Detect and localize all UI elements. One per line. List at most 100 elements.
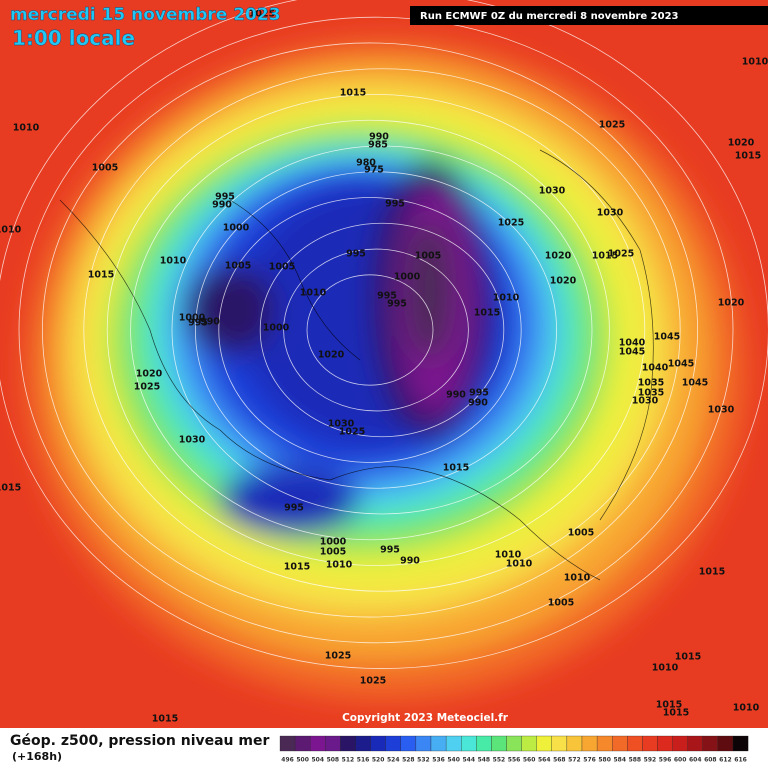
isobar-label: 1015	[443, 463, 469, 474]
isobars	[0, 0, 768, 669]
isobar-label: 995	[284, 503, 304, 514]
scale-swatch	[506, 735, 522, 752]
run-info: Run ECMWF 0Z du mercredi 8 novembre 2023	[420, 11, 679, 22]
isobar-label: 1020	[545, 251, 572, 262]
isobar-line	[218, 197, 522, 463]
isobar-label: 1015	[592, 251, 618, 262]
isobar-label: 1015	[88, 270, 114, 281]
scale-label: 524	[387, 757, 400, 764]
isobar-label: 1000	[179, 313, 206, 324]
scale-swatch	[325, 735, 341, 752]
isobar-label: 980	[356, 158, 376, 169]
scale-label: 540	[447, 757, 460, 764]
isobar-label: 1035	[638, 378, 664, 389]
height-band	[220, 465, 360, 535]
scale-label: 532	[417, 757, 430, 764]
isobar-label: 1010	[13, 123, 40, 134]
isobar-label: 1020	[550, 276, 577, 287]
isobar-label: 1030	[597, 208, 624, 219]
isobar-label: 995	[469, 388, 489, 399]
isobar-label: 995	[385, 199, 405, 210]
isobar-label: 1025	[608, 249, 634, 260]
scale-label: 556	[508, 757, 521, 764]
isobar-line	[171, 145, 593, 515]
isobar-label: 1005	[548, 598, 574, 609]
isobar-label: 1010	[733, 703, 760, 714]
scale-swatch	[551, 735, 568, 752]
scale-label: 528	[402, 757, 415, 764]
isobar-label: 990	[446, 390, 466, 401]
scale-label: 564	[538, 757, 551, 764]
isobar-label: 1005	[415, 251, 441, 262]
copyright: Copyright 2023 Meteociel.fr	[342, 712, 509, 724]
isobar-label: 995	[377, 291, 397, 302]
isobar-label: 1010	[0, 225, 22, 236]
scale-label: 612	[719, 757, 732, 764]
scale-swatch	[415, 735, 432, 752]
scale-label: 544	[462, 757, 475, 764]
isobar-label: 1020	[718, 298, 745, 309]
isobar-label: 1010	[495, 550, 522, 561]
isobar-label: 1010	[652, 663, 679, 674]
isobar-label: 1010	[506, 559, 533, 570]
scale-swatch	[612, 735, 628, 752]
isobar-label: 1035	[638, 388, 664, 399]
scale-swatch	[717, 735, 734, 752]
color-scale: 496 500 504 508 512 516 520 524 528 532 536 540 544 5…	[279, 735, 749, 764]
scale-label: 500	[296, 757, 309, 764]
coastline	[229, 199, 361, 361]
isobar-label: 1025	[360, 676, 386, 687]
isobar-label: 1005	[92, 163, 118, 174]
scale-swatch	[370, 735, 386, 752]
scale-label: 596	[659, 757, 672, 764]
scale-swatch	[491, 735, 507, 752]
scale-label: 512	[342, 757, 355, 764]
isobar-label: 1005	[225, 261, 251, 272]
isobar-line	[106, 94, 646, 566]
isobar-label: 990	[400, 556, 420, 567]
isobar-label: 1005	[568, 528, 594, 539]
height-band	[185, 265, 275, 355]
isobar-label: 1025	[249, 9, 275, 20]
scale-swatch	[340, 735, 356, 752]
lead-time: (+168h)	[12, 750, 62, 763]
scale-label: 504	[311, 757, 324, 764]
scale-swatch	[461, 735, 477, 752]
isobar-label: 1030	[539, 186, 566, 197]
isobar-label: 1030	[708, 405, 735, 416]
isobar-label: 995	[188, 318, 208, 329]
scale-label: 496	[281, 757, 294, 764]
isobar-label: 1025	[325, 651, 351, 662]
isobar-label: 1030	[179, 435, 206, 446]
scale-label: 592	[644, 757, 657, 764]
time-title: 1:00 locale	[12, 26, 135, 50]
scale-label: 520	[372, 757, 385, 764]
coastline	[539, 149, 654, 521]
isobar-line	[306, 274, 434, 386]
isobar-label: 1025	[134, 382, 160, 393]
scale-label: 604	[689, 757, 702, 764]
scale-swatch	[687, 735, 703, 752]
isobar-label: 1010	[300, 288, 327, 299]
scale-swatch	[581, 735, 598, 752]
scale-swatch	[476, 735, 492, 752]
coastlines	[59, 149, 654, 581]
isobar-label: 1030	[328, 419, 355, 430]
isobar-label: 1015	[699, 567, 725, 578]
isobar-label: 1010	[564, 573, 591, 584]
isobar-label: 990	[369, 132, 389, 143]
scale-label: 508	[327, 757, 340, 764]
isobar-label: 1015	[663, 708, 689, 719]
isobar-label: 995	[380, 545, 400, 556]
scale-label: 572	[568, 757, 581, 764]
run-box	[410, 6, 768, 25]
scale-swatch	[732, 735, 749, 752]
scale-swatch	[400, 735, 417, 752]
isobar-line	[259, 222, 505, 438]
scale-label: 616	[734, 757, 747, 764]
scale-swatch	[430, 735, 447, 752]
scale-swatch	[672, 735, 688, 752]
isobar-label: 1010	[742, 57, 768, 68]
